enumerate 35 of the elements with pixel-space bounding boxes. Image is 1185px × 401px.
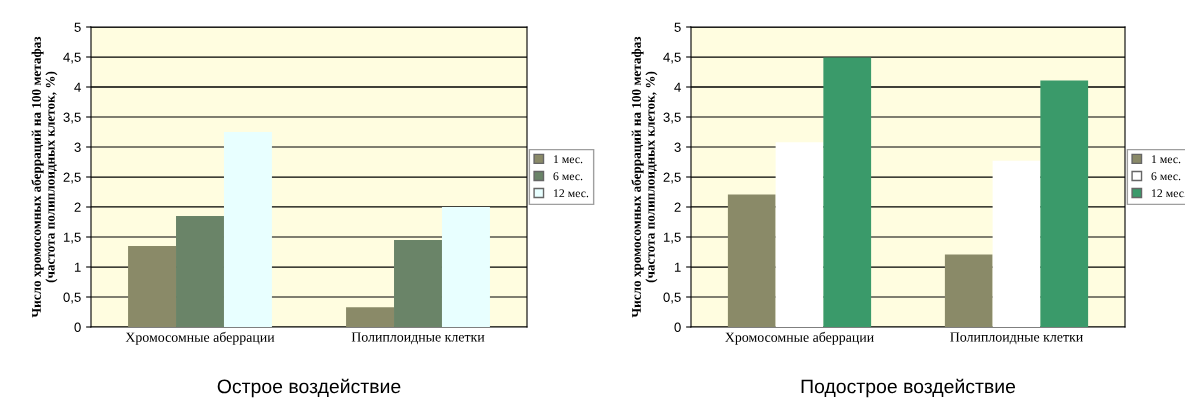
text: Подострое воздействие xyxy=(801,378,1016,398)
y-tick-label: 1,5 xyxy=(63,232,81,244)
y-tick-label: 4 xyxy=(74,82,81,92)
y-axis-title: Число хромосомных аберраций на 100 метафаз (частота полиплоидных клеток, %) xyxy=(31,36,58,318)
y-tick-label: 4 xyxy=(674,82,681,92)
y-tick-label: 5 xyxy=(674,22,681,32)
y-tick-label: 1 xyxy=(674,262,681,272)
y-tick-label: 0,5 xyxy=(663,292,681,304)
x-tick-label: Полиплоидные клетки xyxy=(351,332,485,345)
y-tick-label: 1,5 xyxy=(663,232,681,244)
legend-label: 12 мес. xyxy=(554,189,589,198)
legend-label: 6 мес. xyxy=(553,172,583,181)
y-tick-label: 4,5 xyxy=(63,52,81,64)
y-tick-label: 0 xyxy=(74,322,81,332)
y-tick-label: 3,5 xyxy=(663,112,681,124)
y-tick-label: 2,5 xyxy=(63,172,81,184)
y-tick-label: 2 xyxy=(674,202,681,212)
x-tick-label: Полиплоидные клетки xyxy=(950,332,1083,345)
y-axis-title: Число хромосомных аберраций на 100 метафаз (частота полиплоидных клеток, %) xyxy=(631,36,658,318)
x-tick-label: Хромосомные аберрации xyxy=(125,331,275,345)
y-tick-label: 3 xyxy=(74,142,81,152)
y-tick-label: 5 xyxy=(74,22,81,32)
x-tick-label: Хромосомные аберрации xyxy=(725,331,874,345)
legend-label: 6 мес. xyxy=(1151,172,1181,181)
y-tick-label: 4,5 xyxy=(663,52,681,64)
legend-label: 1 мес. xyxy=(554,155,583,164)
legend-label: 1 мес. xyxy=(1152,155,1181,164)
y-tick-label: 3,5 xyxy=(63,112,81,124)
y-tick-label: 3 xyxy=(674,142,681,152)
y-tick-label: 0,5 xyxy=(63,292,81,304)
y-tick-label: 0 xyxy=(674,322,681,332)
y-tick-label: 2,5 xyxy=(663,172,681,184)
y-tick-label: 1 xyxy=(74,262,81,272)
text: Острое воздействие xyxy=(217,378,401,398)
y-tick-label: 2 xyxy=(74,202,81,212)
